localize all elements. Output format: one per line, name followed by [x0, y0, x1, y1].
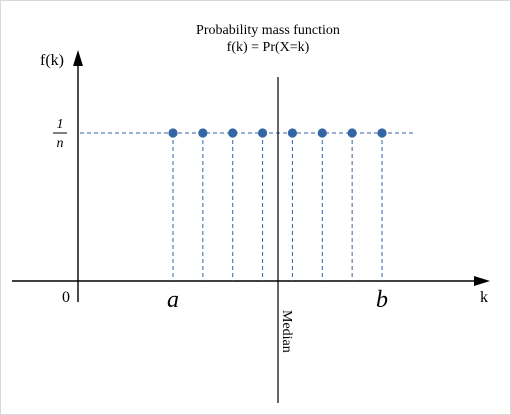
- x-axis-arrowhead: [474, 276, 490, 286]
- chart-subtitle: f(k) = Pr(X=k): [227, 40, 310, 55]
- a-label: a: [167, 287, 179, 313]
- pmf-points: [168, 128, 387, 138]
- pmf-point: [317, 128, 327, 138]
- x-axis-label: k: [480, 289, 488, 306]
- level-denominator: n: [57, 136, 64, 151]
- pmf-stems: [172, 133, 383, 281]
- level-numerator: 1: [57, 117, 64, 132]
- pmf-point: [287, 128, 298, 138]
- pmf-point: [228, 128, 238, 138]
- origin-label: 0: [62, 289, 70, 306]
- chart-title: Probability mass function: [196, 23, 340, 38]
- b-label: b: [376, 287, 388, 313]
- pmf-point: [377, 128, 387, 138]
- pmf-point: [257, 128, 268, 138]
- y-axis-label: f(k): [40, 52, 64, 69]
- median-label: Median: [279, 310, 294, 353]
- y-axis-arrowhead: [73, 50, 83, 66]
- pmf-point: [347, 128, 357, 138]
- pmf-point: [198, 128, 208, 138]
- pmf-point: [168, 128, 178, 138]
